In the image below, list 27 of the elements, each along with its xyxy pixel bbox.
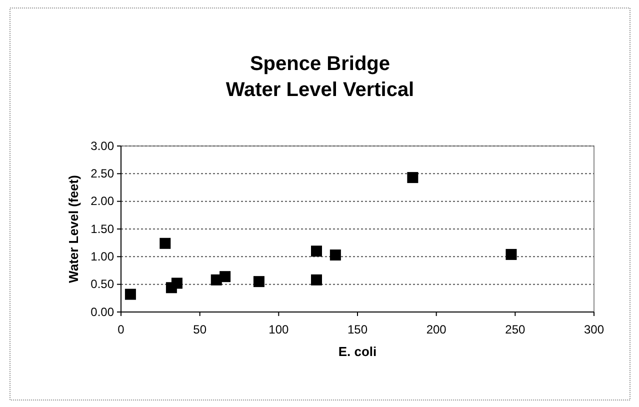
y-tick-label: 0.00	[90, 304, 114, 319]
y-tick-label: 2.50	[90, 166, 114, 181]
chart-title: Spence Bridge Water Level Vertical	[226, 53, 414, 101]
y-tick-label: 3.00	[90, 138, 114, 153]
point	[311, 274, 322, 286]
point	[311, 246, 322, 257]
y-axis-title: Water Level (feet)	[66, 175, 81, 283]
point	[171, 278, 182, 289]
x-axis-title: E. coli	[338, 344, 377, 359]
y-tick-label: 1.00	[90, 250, 114, 264]
x-tick-label: 0	[118, 322, 125, 336]
x-tick-label: 250	[505, 322, 526, 336]
y-tick-label: 2.00	[90, 194, 114, 208]
point	[124, 288, 136, 300]
point	[330, 250, 341, 261]
point	[160, 238, 171, 249]
x-tick-label: 200	[426, 322, 447, 336]
y-tick-label: 1.50	[90, 222, 114, 236]
x-tick-label: 100	[268, 322, 289, 336]
x-tick-label: 300	[584, 322, 604, 336]
point	[506, 248, 517, 260]
point	[253, 276, 264, 288]
x-tick-label: 50	[193, 322, 207, 336]
y-tick-label: 0.50	[90, 277, 114, 292]
point	[220, 271, 231, 282]
x-tick-label: 150	[347, 322, 368, 336]
point	[407, 172, 418, 184]
